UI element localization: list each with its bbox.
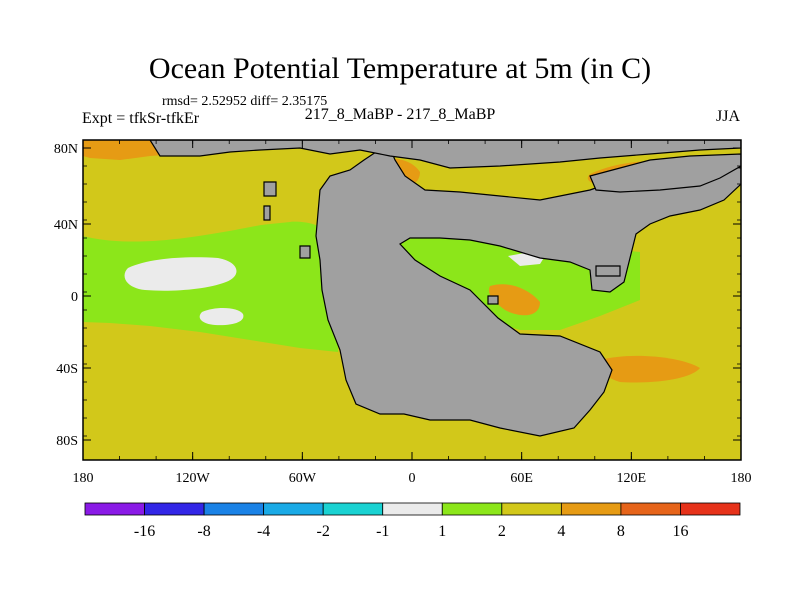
colorbar-swatch [501,502,562,516]
y-tick-label: 0 [71,290,78,305]
colorbar-swatch [382,502,443,516]
x-tick-label: 0 [409,471,416,486]
colorbar-swatch [441,502,503,516]
colorbar-label: -8 [197,523,210,540]
x-tick-label: 180 [73,471,94,486]
colorbar-label: -4 [257,523,270,540]
colorbar-label: 4 [557,523,565,540]
small-island-4 [595,265,621,277]
small-island-2 [263,205,271,221]
pangea-land [315,147,741,437]
axis-labels: 80N 40N 0 40S 80S 180 120W 60W 0 60E 120E 180 [54,142,752,486]
colorbar-swatch [203,502,265,516]
experiment-label: Expt = tfkSr-tfkEr [82,110,200,127]
season-label: JJA [715,108,740,125]
colorbar-swatch [263,502,324,516]
y-tick-label: 80S [56,434,78,449]
colorbar-swatch [620,502,681,516]
stats-label: rmsd= 2.52952 diff= 2.35175 [162,94,328,109]
colorbar-swatch [680,502,741,516]
map-plot-area [83,140,741,460]
y-tick-label: 80N [54,142,78,157]
colorbar-label: 8 [617,523,625,540]
x-tick-label: 120W [176,471,211,486]
colorbar-label: 16 [672,523,688,540]
y-tick-label: 40N [54,218,78,233]
colorbar-label: -16 [134,523,155,540]
colorbar-swatch [322,502,384,516]
axis-ticks [82,140,742,460]
pacific-warm-patch [124,257,237,291]
colorbar-swatch [144,502,205,516]
east-landmass [589,153,741,193]
pacific-equatorial-band [83,221,340,352]
small-island-1 [263,181,277,197]
colorbar-swatch [84,502,145,516]
colorbar-label: -2 [317,523,330,540]
east-orange-patch-3 [488,284,540,316]
x-tick-label: 60E [510,471,533,486]
x-tick-label: 120E [617,471,647,486]
small-island-5 [487,295,499,305]
colorbar-label: 2 [498,523,506,540]
small-island-3 [299,245,311,259]
northern-landmass [149,140,741,169]
colorbar: -16 -8 -4 -2 -1 1 2 4 8 16 [84,502,741,540]
south-orange-patch [599,355,700,383]
colorbar-label: -1 [376,523,389,540]
pacific-small-patch [199,308,244,326]
plot-title: Ocean Potential Temperature at 5m (in C) [148,52,652,85]
y-tick-label: 40S [56,362,78,377]
case-label: 217_8_MaBP - 217_8_MaBP [304,106,496,123]
x-tick-label: 60W [289,471,317,486]
colorbar-swatch [560,502,622,516]
x-tick-label: 180 [731,471,752,486]
colorbar-label: 1 [438,523,446,540]
